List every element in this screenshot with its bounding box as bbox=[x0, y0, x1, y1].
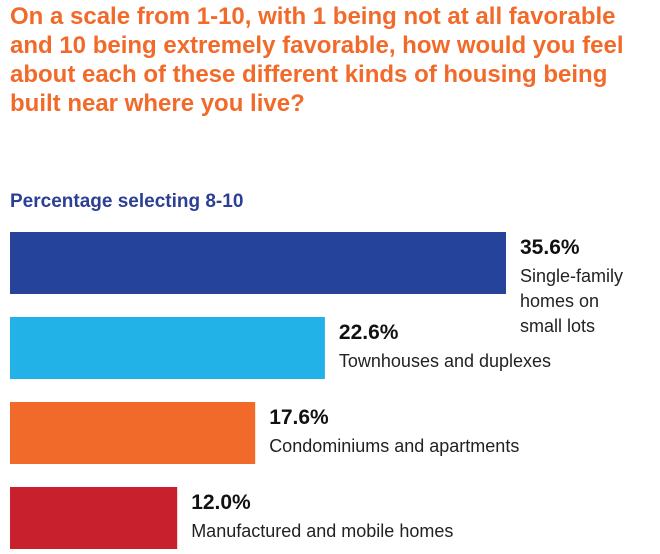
bar-value-label: 22.6% bbox=[339, 321, 399, 344]
bar-category-label: Townhouses and duplexes bbox=[339, 351, 551, 371]
bar-category-label: Single-family homes on small lots bbox=[520, 266, 623, 336]
question-title: On a scale from 1-10, with 1 being not a… bbox=[10, 3, 624, 117]
bar bbox=[10, 232, 506, 294]
bar-value-label: 12.0% bbox=[191, 491, 251, 514]
chart-subtitle: Percentage selecting 8-10 bbox=[10, 191, 244, 212]
bar bbox=[10, 487, 178, 549]
bar-value-label: 17.6% bbox=[269, 406, 329, 429]
bar-value-label: 35.6% bbox=[520, 236, 580, 259]
bar bbox=[10, 317, 325, 379]
bar-category-label: Condominiums and apartments bbox=[269, 436, 519, 456]
bar-category-label: Manufactured and mobile homes bbox=[191, 521, 453, 541]
bar bbox=[10, 402, 256, 464]
